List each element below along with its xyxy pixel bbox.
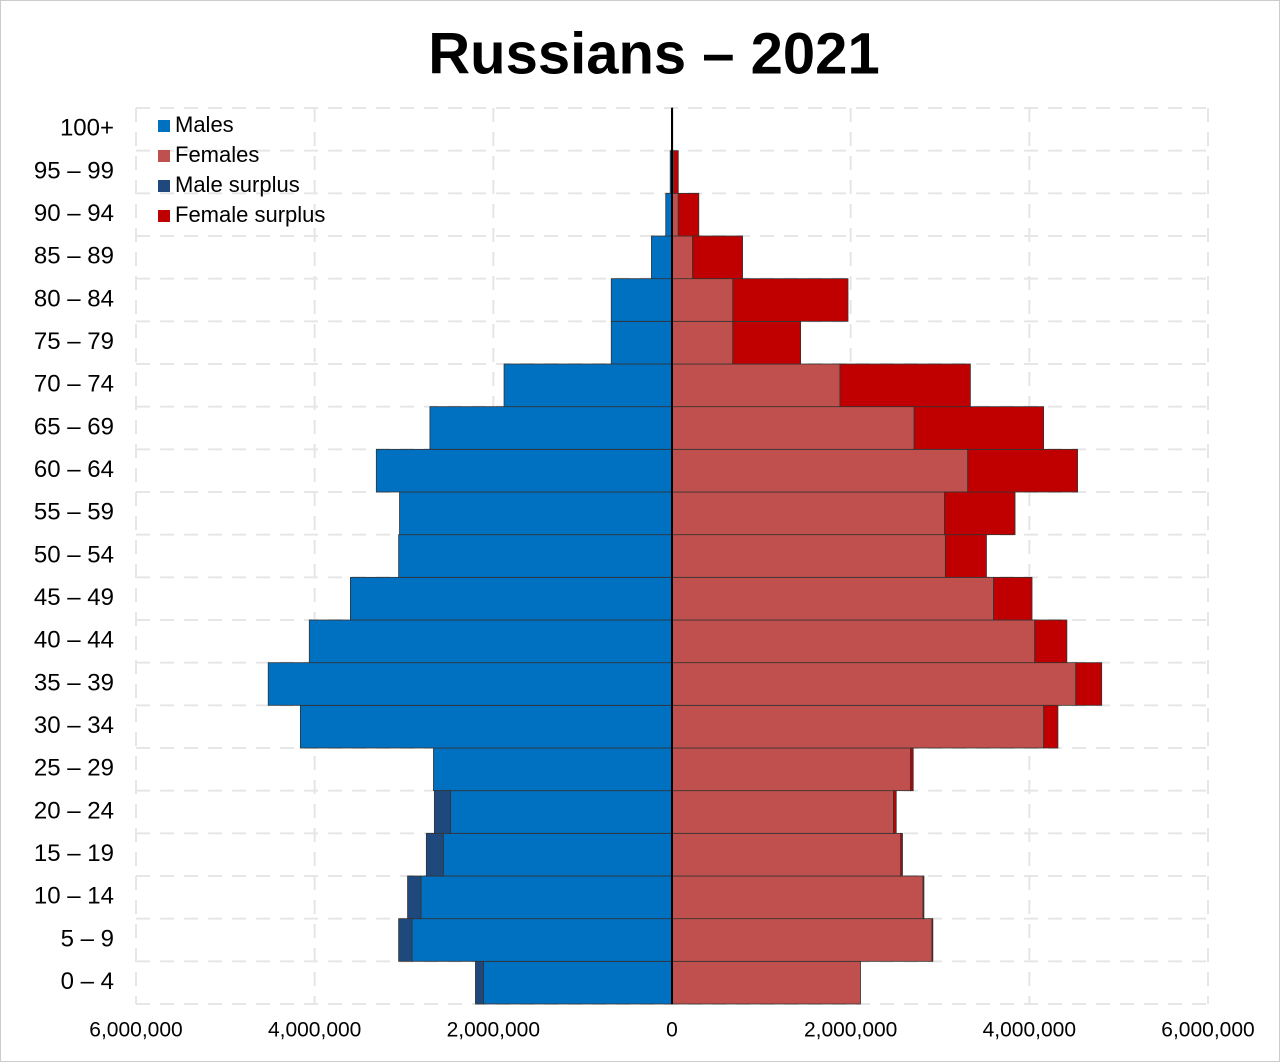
y-tick-label: 40 – 44: [34, 627, 114, 654]
bar: [671, 235, 693, 280]
bar: [692, 235, 743, 280]
legend-swatch: [158, 150, 170, 162]
x-tick-label: 4,000,000: [983, 1019, 1076, 1042]
y-tick-label: 70 – 74: [34, 371, 114, 398]
y-tick-label: 10 – 14: [34, 883, 114, 910]
x-tick-label: 6,000,000: [89, 1019, 182, 1042]
y-tick-label: 60 – 64: [34, 456, 114, 483]
bar: [671, 875, 924, 920]
legend-label: Male surplus: [175, 172, 300, 197]
chart-title: Russians – 2021: [428, 21, 879, 86]
bar: [349, 576, 673, 621]
y-tick-label: 5 – 9: [61, 925, 114, 952]
bar: [651, 235, 673, 280]
y-tick-label: 65 – 69: [34, 413, 114, 440]
y-tick-label: 30 – 34: [34, 712, 114, 739]
bar: [732, 278, 849, 322]
x-tick-label: 2,000,000: [804, 1019, 897, 1042]
bar: [429, 406, 673, 450]
bar: [967, 448, 1078, 493]
bar: [671, 918, 933, 962]
bar: [671, 747, 911, 792]
bar: [893, 790, 897, 834]
bar: [1043, 704, 1059, 749]
x-tick-label: 0: [666, 1019, 678, 1042]
bar: [398, 918, 413, 962]
bar: [671, 619, 1036, 664]
x-tick-label: 2,000,000: [447, 1019, 540, 1042]
bar: [671, 704, 1045, 749]
bar: [308, 619, 673, 664]
bar: [399, 491, 673, 536]
y-tick-label: 75 – 79: [34, 328, 114, 355]
bar: [671, 662, 1077, 706]
bar: [267, 662, 673, 706]
x-tick-label: 6,000,000: [1161, 1019, 1254, 1042]
bar: [671, 534, 946, 578]
bar: [922, 875, 925, 920]
legend-label: Females: [175, 142, 259, 167]
bar: [420, 875, 673, 920]
bar: [993, 576, 1033, 621]
legend-swatch: [158, 210, 170, 222]
bar: [375, 448, 673, 493]
bar: [671, 448, 969, 493]
bar: [671, 790, 894, 834]
y-tick-label: 90 – 94: [34, 200, 114, 227]
y-tick-label: 20 – 24: [34, 797, 114, 824]
bar: [931, 918, 934, 962]
bar: [425, 832, 444, 877]
y-tick-label: 0 – 4: [61, 968, 114, 995]
bar: [671, 576, 995, 621]
bar: [671, 278, 734, 322]
bar: [671, 960, 861, 1005]
legend-swatch: [158, 180, 170, 192]
bar: [433, 747, 673, 792]
bar: [671, 406, 915, 450]
x-tick-label: 4,000,000: [268, 1019, 361, 1042]
y-tick-label: 80 – 84: [34, 285, 114, 312]
bar: [411, 918, 673, 962]
y-tick-label: 55 – 59: [34, 499, 114, 526]
bar: [1075, 662, 1103, 706]
legend-label: Female surplus: [175, 202, 325, 227]
bar: [671, 320, 734, 365]
legend-label: Males: [175, 112, 234, 137]
bar: [475, 960, 484, 1005]
y-tick-label: 15 – 19: [34, 840, 114, 867]
y-tick-label: 35 – 39: [34, 669, 114, 696]
y-tick-label: 85 – 89: [34, 243, 114, 270]
y-tick-label: 25 – 29: [34, 755, 114, 782]
y-tick-label: 45 – 49: [34, 584, 114, 611]
y-tick-label: 50 – 54: [34, 541, 114, 568]
bar: [1034, 619, 1068, 664]
bar: [910, 747, 914, 792]
bar: [483, 960, 673, 1005]
bar: [503, 363, 673, 408]
legend-swatch: [158, 120, 170, 132]
bar: [450, 790, 673, 834]
bar: [398, 534, 673, 578]
bar: [677, 192, 700, 237]
bar: [732, 320, 802, 365]
bar: [407, 875, 422, 920]
bar: [944, 534, 987, 578]
bar: [299, 704, 673, 749]
bar: [671, 491, 945, 536]
bar: [900, 832, 903, 877]
y-tick-label: 100+: [60, 115, 114, 142]
bar: [671, 832, 902, 877]
bar: [913, 406, 1045, 450]
y-tick-label: 95 – 99: [34, 157, 114, 184]
bar: [610, 278, 673, 322]
bar: [433, 790, 451, 834]
bar: [673, 150, 679, 194]
bar: [839, 363, 971, 408]
bar: [944, 491, 1016, 536]
bar: [610, 320, 673, 365]
bar: [442, 832, 673, 877]
bar: [671, 363, 841, 408]
